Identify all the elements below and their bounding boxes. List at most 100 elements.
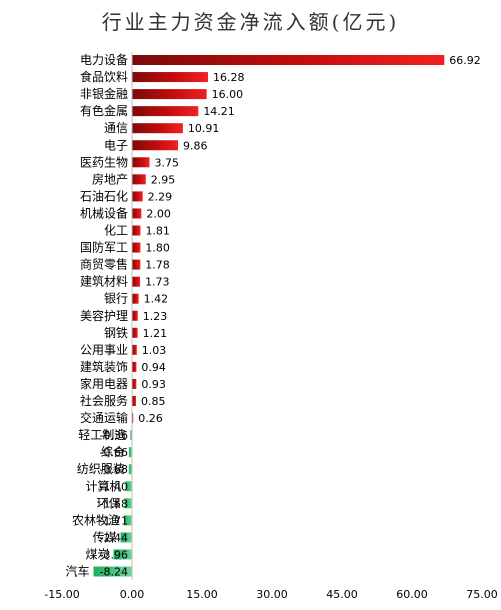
category-label: 汽车 bbox=[66, 564, 90, 579]
x-tick-label: -15.00 bbox=[44, 588, 79, 601]
category-label: 综合 bbox=[101, 444, 125, 459]
category-label: 轻工制造 bbox=[78, 428, 126, 442]
category-label: 房地产 bbox=[92, 171, 128, 186]
category-label: 公用事业 bbox=[80, 343, 128, 357]
value-label: -0.66 bbox=[100, 446, 128, 459]
value-label: 1.73 bbox=[145, 276, 170, 289]
category-label: 机械设备 bbox=[80, 205, 128, 220]
value-label: -3.96 bbox=[100, 548, 128, 561]
bar-12 bbox=[132, 242, 141, 253]
category-label: 交通运输 bbox=[80, 410, 128, 425]
category-label: 社会服务 bbox=[80, 393, 128, 408]
value-label: 1.81 bbox=[145, 225, 170, 238]
value-label: 10.91 bbox=[188, 122, 220, 135]
value-label: 66.92 bbox=[449, 54, 481, 67]
bar-6 bbox=[132, 140, 179, 151]
category-label: 家用电器 bbox=[80, 376, 128, 391]
value-label: -1.40 bbox=[100, 480, 128, 493]
value-label: -1.58 bbox=[100, 497, 128, 510]
bar-2 bbox=[132, 72, 208, 83]
value-label: 16.28 bbox=[213, 71, 245, 84]
bar-11 bbox=[132, 225, 141, 236]
bar-19 bbox=[132, 361, 137, 372]
category-label: 计算机 bbox=[85, 478, 121, 493]
category-label: 非银金融 bbox=[80, 86, 128, 101]
category-label: 建筑装饰 bbox=[80, 359, 128, 374]
bar-13 bbox=[132, 259, 141, 270]
value-label: -2.44 bbox=[100, 531, 128, 544]
value-label: 0.26 bbox=[138, 412, 163, 425]
value-label: -0.68 bbox=[100, 463, 128, 476]
bar-5 bbox=[132, 123, 183, 134]
x-tick-label: 60.00 bbox=[396, 588, 428, 601]
bar-14 bbox=[132, 276, 141, 287]
x-tick-label: 30.00 bbox=[256, 588, 288, 601]
bar-10 bbox=[132, 208, 142, 219]
category-label: 美容护理 bbox=[80, 308, 128, 323]
bar-26 bbox=[125, 481, 132, 492]
category-label: 通信 bbox=[104, 121, 128, 135]
value-label: 2.95 bbox=[151, 173, 176, 186]
bar-22 bbox=[132, 413, 134, 424]
value-label: 1.21 bbox=[143, 327, 168, 340]
bar-29 bbox=[120, 532, 132, 543]
value-label: 0.85 bbox=[141, 395, 166, 408]
value-label: 14.21 bbox=[203, 105, 235, 118]
bar-20 bbox=[132, 378, 137, 389]
bar-1 bbox=[132, 55, 445, 65]
bar-25 bbox=[128, 464, 132, 475]
category-label: 石油石化 bbox=[80, 189, 128, 203]
category-label: 电子 bbox=[104, 138, 128, 152]
value-label: -8.24 bbox=[100, 566, 128, 579]
value-label: 1.42 bbox=[144, 293, 169, 306]
value-label: 2.29 bbox=[148, 190, 173, 203]
value-label: 1.03 bbox=[142, 344, 167, 357]
category-label: 建筑材料 bbox=[80, 274, 128, 289]
category-label: 环保 bbox=[97, 496, 121, 510]
category-label: 食品饮料 bbox=[80, 69, 128, 84]
value-label: 16.00 bbox=[212, 88, 244, 101]
value-label: 3.75 bbox=[155, 156, 180, 169]
category-label: 纺织服装 bbox=[77, 462, 125, 476]
bar-15 bbox=[132, 293, 139, 304]
bar-21 bbox=[132, 396, 136, 406]
category-label: 医药生物 bbox=[80, 155, 128, 169]
x-tick-label: 15.00 bbox=[186, 588, 218, 601]
bar-16 bbox=[132, 310, 138, 321]
category-label: 有色金属 bbox=[80, 103, 128, 118]
bar-28 bbox=[124, 515, 132, 526]
value-label: 1.23 bbox=[143, 310, 168, 323]
bar-30 bbox=[113, 549, 132, 560]
category-label: 银行 bbox=[104, 292, 128, 306]
bar-31 bbox=[93, 566, 132, 577]
category-label: 农林牧渔 bbox=[72, 513, 120, 527]
bar-27 bbox=[124, 498, 132, 509]
chart-title: 行业主力资金净流入额(亿元) bbox=[101, 10, 400, 34]
category-label: 商贸零售 bbox=[80, 257, 128, 272]
category-label: 化工 bbox=[104, 224, 128, 238]
bar-3 bbox=[132, 89, 207, 100]
value-label: 9.86 bbox=[183, 139, 208, 152]
bar-7 bbox=[132, 157, 150, 168]
x-tick-label: 45.00 bbox=[326, 588, 358, 601]
x-tick-label: 0.00 bbox=[120, 588, 145, 601]
category-label: 钢铁 bbox=[104, 326, 128, 340]
x-tick-label: 75.00 bbox=[466, 588, 498, 601]
value-label: 0.93 bbox=[141, 378, 166, 391]
bar-9 bbox=[132, 191, 143, 202]
value-label: -1.71 bbox=[100, 514, 128, 527]
value-label: 1.80 bbox=[145, 242, 170, 255]
bar-4 bbox=[132, 106, 199, 117]
bar-17 bbox=[132, 327, 138, 338]
bar-23 bbox=[130, 430, 132, 441]
bar-18 bbox=[132, 344, 137, 355]
category-label: 煤炭 bbox=[86, 547, 110, 561]
value-label: 2.00 bbox=[146, 207, 171, 220]
value-label: 0.94 bbox=[141, 361, 166, 374]
value-label: 1.78 bbox=[145, 259, 170, 272]
category-label: 传媒 bbox=[93, 529, 117, 544]
value-label: -0.36 bbox=[100, 429, 128, 442]
bar-8 bbox=[132, 174, 146, 185]
category-label: 电力设备 bbox=[80, 53, 128, 67]
